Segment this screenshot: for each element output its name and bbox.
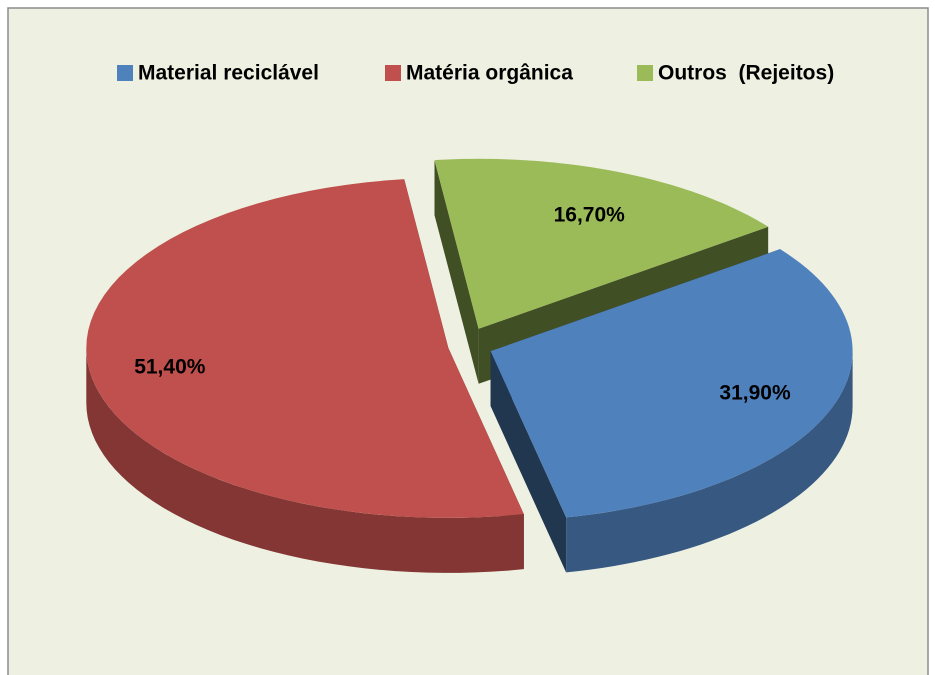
slice-side — [566, 351, 853, 573]
pie-slice — [490, 249, 853, 573]
slice-wall — [490, 351, 567, 573]
slice-wall — [434, 160, 479, 384]
legend-label: Outros (Rejeitos) — [658, 62, 834, 85]
legend-swatch — [117, 65, 133, 81]
slice-top — [434, 158, 769, 329]
slice-top — [86, 179, 524, 518]
legend-label: Matéria orgânica — [406, 62, 573, 85]
legend-swatch — [637, 65, 653, 81]
data-label: 16,70% — [554, 204, 626, 227]
pie-slice — [86, 179, 524, 573]
slice-side — [86, 347, 524, 573]
legend-label: Material reciclável — [138, 62, 319, 85]
slice-top — [490, 249, 853, 518]
data-label: 51,40% — [134, 356, 206, 379]
data-label: 31,90% — [719, 382, 791, 405]
legend-swatch — [385, 65, 401, 81]
